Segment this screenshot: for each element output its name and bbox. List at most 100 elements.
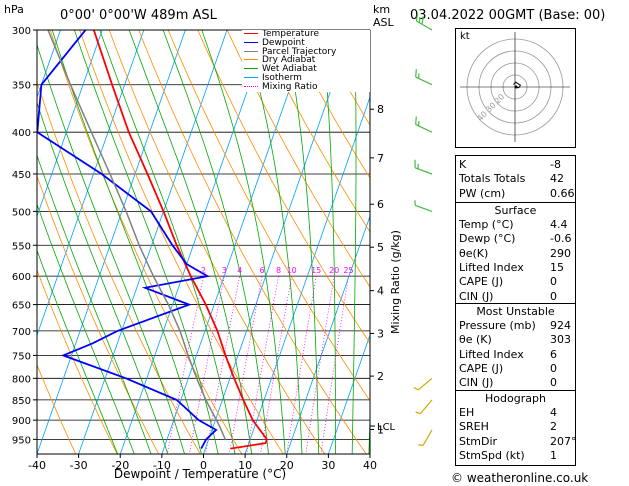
most-unstable-value: 303 xyxy=(550,333,571,347)
legend-swatch xyxy=(244,68,258,70)
legend-swatch xyxy=(244,33,258,34)
surface-title: Surface xyxy=(494,204,537,217)
index-key: Totals Totals xyxy=(459,172,526,186)
hodograph-stat-row: StmSpd (kt) 1 xyxy=(456,449,575,463)
pressure-tick-label: 350 xyxy=(12,81,31,92)
wet-adiabat xyxy=(162,30,269,454)
wind-barb-flag xyxy=(415,411,421,415)
pressure-tick-label: 700 xyxy=(12,327,31,338)
dry-adiabat xyxy=(601,18,629,458)
wet-adiabat xyxy=(351,30,357,454)
km-tick-label: 1 xyxy=(377,424,384,437)
wind-barbs xyxy=(413,13,433,447)
surface-key: Dewp (°C) xyxy=(459,232,516,246)
wet-adiabat xyxy=(284,30,320,454)
asl-axis-label: ASL xyxy=(373,16,394,29)
pressure-tick-label: 500 xyxy=(12,207,31,218)
wind-barb xyxy=(419,399,433,414)
index-row: PW (cm) 0.66 xyxy=(456,187,575,201)
legend-label: Dewpoint xyxy=(262,37,305,48)
most-unstable-key: Lifted Index xyxy=(459,347,524,361)
isotherm xyxy=(244,95,370,454)
mixing-ratio-label: 6 xyxy=(260,266,265,275)
hodograph-stat-key: EH xyxy=(459,406,475,419)
isotherm xyxy=(119,30,269,454)
legend-label: Parcel Trajectory xyxy=(262,46,337,57)
mixing-ratio-label: 10 xyxy=(287,266,297,275)
mixing-ratio-line xyxy=(205,276,241,454)
wet-adiabat xyxy=(321,30,336,454)
isotherm xyxy=(37,30,186,454)
dry-adiabat xyxy=(108,30,326,454)
surface-key: Temp (°C) xyxy=(459,218,514,231)
hodograph-table: Hodograph EH 4 SREH 2 StmDir 207° StmSpd (kt) 1 xyxy=(455,390,577,466)
wet-adiabat xyxy=(37,43,186,454)
datetime-title: 03.04.2022 00GMT (Base: 00) xyxy=(410,8,606,23)
surface-value: 4.4 xyxy=(550,218,568,231)
wet-adiabat xyxy=(37,101,169,454)
hodograph-kt-label: kt xyxy=(460,31,470,42)
hodograph-stat-row: EH 4 xyxy=(456,406,575,420)
legend-item: Dewpoint xyxy=(244,37,305,48)
dry-adiabat xyxy=(37,175,160,454)
wet-adiabat xyxy=(37,203,135,454)
dry-adiabat xyxy=(572,18,629,458)
most-unstable-row: CIN (J) 0 xyxy=(456,376,575,390)
pressure-tick-label: 550 xyxy=(12,241,31,252)
km-tick-label: 4 xyxy=(377,285,384,298)
mixing-ratio-line xyxy=(228,276,263,454)
wind-barb-flag xyxy=(415,13,419,22)
legend: Temperature Dewpoint Parcel Trajectory Dry … xyxy=(242,30,370,92)
most-unstable-value: 924 xyxy=(550,319,571,332)
temperature-ticks: -40 -30 -20 -10 0 10 20 30 40 xyxy=(28,454,377,472)
most-unstable-value: 6 xyxy=(550,347,557,361)
mixing-ratio-label: 25 xyxy=(343,266,353,275)
location-title: 0°00' 0°00'W 489m ASL xyxy=(60,8,217,23)
mixing-ratio-line xyxy=(188,276,225,454)
dry-adiabat xyxy=(49,30,243,454)
legend-item: Wet Adiabat xyxy=(244,65,317,74)
hodograph-stat-row: SREH 2 xyxy=(456,420,575,434)
hodograph-table-title: Hodograph xyxy=(485,392,546,405)
km-axis-label: km xyxy=(373,3,391,16)
pressure-tick-label: 600 xyxy=(12,272,31,283)
mixing-ratio-label: 15 xyxy=(311,266,321,275)
pressure-tick-label: 450 xyxy=(12,170,31,181)
isotherm xyxy=(286,214,370,454)
wet-adiabat xyxy=(99,30,236,454)
index-key: PW (cm) xyxy=(459,186,506,200)
surface-key: CIN (J) xyxy=(459,289,494,303)
surface-key: θe(K) xyxy=(459,246,489,260)
pressure-tick-label: 650 xyxy=(12,301,31,312)
hodograph-stat-row: StmDir 207° xyxy=(456,435,577,449)
pressure-tick-label: 750 xyxy=(12,351,31,362)
index-value: 42 xyxy=(550,172,564,186)
hodograph-stat-key: StmSpd (kt) xyxy=(459,448,525,462)
wet-adiabat xyxy=(37,154,152,454)
temperature-tick-label: 20 xyxy=(280,459,294,472)
wind-barb xyxy=(417,377,433,391)
most-unstable-row: CAPE (J) 0 xyxy=(456,362,575,376)
legend-label: Mixing Ratio xyxy=(262,81,318,92)
x-axis-label: Dewpoint / Temperature (°C) xyxy=(114,467,286,481)
index-key: K xyxy=(459,158,467,171)
km-tick-label: 5 xyxy=(377,241,384,254)
hodograph-panel: kt 20 30 40 xyxy=(455,28,576,148)
legend-swatch xyxy=(244,41,258,43)
wind-barb-flag xyxy=(415,69,417,78)
wind-barb-flag xyxy=(418,444,424,447)
pressure-tick-label: 950 xyxy=(12,435,31,446)
legend-item: Dry Adiabat xyxy=(244,56,315,65)
km-tick-label: 2 xyxy=(377,370,384,383)
temperature-tick-label: -40 xyxy=(28,459,46,472)
pressure-tick-label: 800 xyxy=(12,374,31,385)
temperature-tick-label: 0 xyxy=(200,459,207,472)
wind-barb xyxy=(414,204,433,212)
temperature-tick-label: 10 xyxy=(238,459,252,472)
mixing-ratio-label: 3 xyxy=(222,266,227,275)
hodograph-stat-value: 2 xyxy=(550,420,557,434)
isotherm xyxy=(203,30,353,454)
surface-value: -0.6 xyxy=(550,232,572,246)
sounding-series xyxy=(37,30,268,450)
legend-swatch xyxy=(244,50,258,52)
